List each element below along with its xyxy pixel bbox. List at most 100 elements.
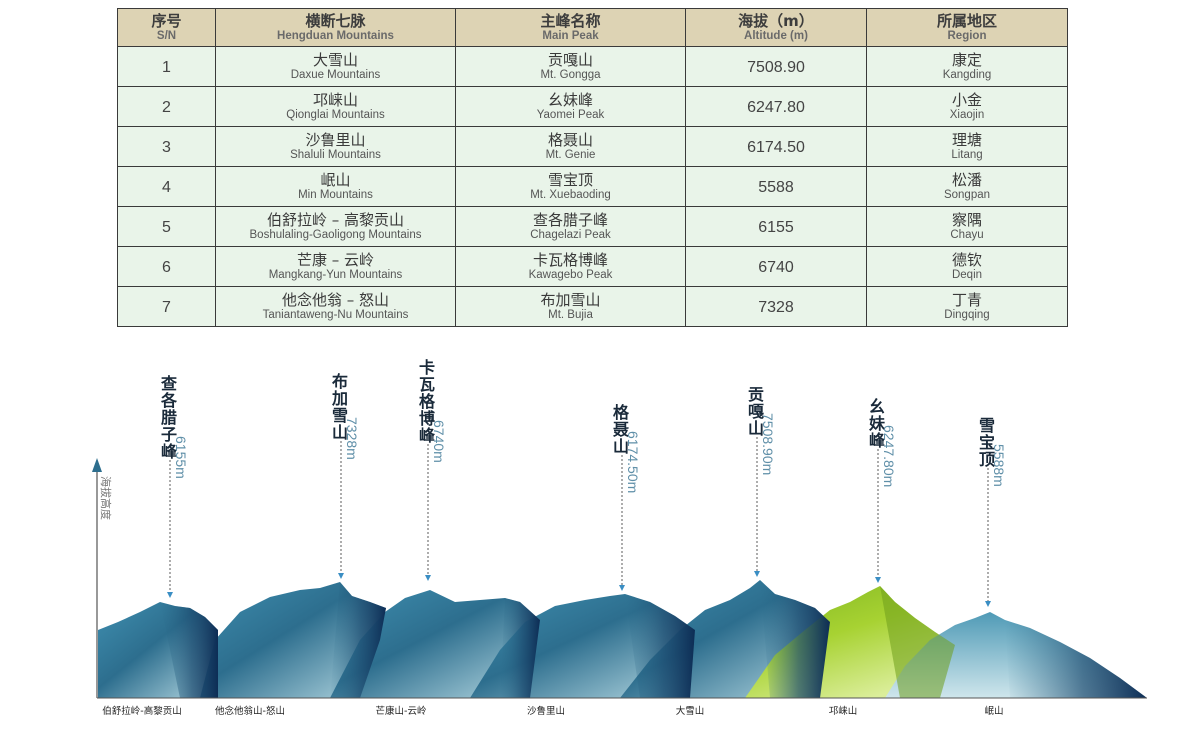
- peak-name-char: 腊: [161, 408, 177, 427]
- peak-altitude-label: 7328m: [344, 417, 360, 460]
- range-label: 芒康山-云岭: [376, 705, 427, 717]
- peak-pointer-arrow: [754, 571, 760, 577]
- peak-name-char: 峰: [419, 426, 436, 445]
- cell-altitude: 6740: [685, 246, 867, 287]
- highlight-peak-shading: [880, 586, 955, 698]
- peak-name-char: 卡: [419, 358, 435, 377]
- cell-region: 德钦 Deqin: [866, 246, 1068, 287]
- cell-altitude: 7508.90: [685, 46, 867, 87]
- mountains-table: 序号 S/N 横断七脉 Hengduan Mountains 主峰名称 Main Pe…: [117, 8, 1068, 327]
- mountain-shading: [500, 598, 540, 698]
- cell-peak: 格聂山 Mt. Genie: [455, 126, 686, 167]
- peak-name-char: 幺: [869, 397, 885, 416]
- cell-sn: 4: [117, 166, 216, 207]
- table-row: 5 伯舒拉岭 – 高黎贡山 Boshulaling-Gaoligong Mount…: [117, 206, 1068, 247]
- peak-pointer-arrow: [985, 601, 991, 607]
- mountain-shading: [760, 580, 830, 698]
- peak-name-char: 布: [332, 372, 348, 391]
- mountain-shading: [625, 594, 695, 698]
- range-label: 大雪山: [676, 705, 705, 717]
- peak-name-char: 妹: [868, 414, 886, 433]
- peak-name-char: 山: [748, 419, 764, 438]
- cell-range: 邛崃山 Qionglai Mountains: [215, 86, 456, 127]
- cell-peak: 查各腊子峰 Chagelazi Peak: [455, 206, 686, 247]
- cell-peak: 布加雪山 Mt. Bujia: [455, 286, 686, 327]
- peak-name-char: 雪: [332, 406, 348, 425]
- range-label: 岷山: [984, 706, 1003, 717]
- cell-region: 理塘 Litang: [866, 126, 1068, 167]
- peak-altitude-label: 6247.80m: [881, 425, 897, 487]
- peak-altitude-label: 7508.90m: [760, 413, 776, 475]
- cell-region: 松潘 Songpan: [866, 166, 1068, 207]
- cell-sn: 3: [117, 126, 216, 167]
- cell-region: 察隅 Chayu: [866, 206, 1068, 247]
- peak-altitude-label: 6174.50m: [625, 431, 641, 493]
- mountain-profile-chart: 查各腊子峰6155m布加雪山7328m卡瓦格博峰6740m格聂山6174.50m…: [92, 358, 1147, 717]
- cell-range: 他念他翁 – 怒山 Taniantaweng-Nu Mountains: [215, 286, 456, 327]
- cell-range: 沙鲁里山 Shaluli Mountains: [215, 126, 456, 167]
- peak-name-char: 格: [613, 403, 630, 422]
- peak-pointer-arrow: [167, 592, 173, 598]
- peak-name-char: 聂: [612, 420, 630, 439]
- header-sn: 序号 S/N: [117, 8, 216, 47]
- cell-altitude: 6174.50: [685, 126, 867, 167]
- peak-name-char: 格: [419, 392, 436, 411]
- peak-name-char: 子: [161, 425, 177, 444]
- cell-altitude: 7328: [685, 286, 867, 327]
- cell-range: 芒康 – 云岭 Mangkang-Yun Mountains: [215, 246, 456, 287]
- header-region: 所属地区 Region: [866, 8, 1068, 47]
- header-altitude: 海拔（m） Altitude (m): [685, 8, 867, 47]
- peak-name-char: 各: [160, 391, 178, 410]
- cell-sn: 1: [117, 46, 216, 87]
- cell-peak: 雪宝顶 Mt. Xuebaoding: [455, 166, 686, 207]
- peak-name-char: 加: [331, 389, 348, 408]
- header-peak: 主峰名称 Main Peak: [455, 8, 686, 47]
- table-row: 7 他念他翁 – 怒山 Taniantaweng-Nu Mountains 布加雪…: [117, 286, 1068, 327]
- mountain-shading: [160, 602, 218, 698]
- mountain-silhouettes: [97, 580, 1147, 699]
- cell-range: 伯舒拉岭 – 高黎贡山 Boshulaling-Gaoligong Mountai…: [215, 206, 456, 247]
- table-row: 6 芒康 – 云岭 Mangkang-Yun Mountains 卡瓦格博峰 Kaw…: [117, 246, 1068, 287]
- y-axis: 海拔高度: [92, 458, 113, 698]
- peak-pointer-arrow: [338, 573, 344, 579]
- table-row: 1 大雪山 Daxue Mountains 贡嘎山 Mt. Gongga 7508.…: [117, 46, 1068, 87]
- cell-sn: 6: [117, 246, 216, 287]
- range-label: 伯舒拉岭-高黎贡山: [102, 705, 181, 717]
- peak-altitude-label: 6155m: [173, 436, 189, 479]
- peak-name-char: 山: [613, 437, 629, 456]
- peak-altitude-label: 5588m: [991, 444, 1007, 487]
- peak-name-char: 雪: [979, 416, 995, 435]
- peak-name-char: 嘎: [748, 402, 764, 421]
- table-header-row: 序号 S/N 横断七脉 Hengduan Mountains 主峰名称 Main Pe…: [117, 8, 1068, 47]
- range-label: 邛崃山: [829, 705, 858, 717]
- y-axis-label: 海拔高度: [99, 476, 113, 520]
- cell-sn: 2: [117, 86, 216, 127]
- peak-name-char: 贡: [748, 385, 764, 404]
- peak-name-char: 宝: [979, 433, 995, 452]
- y-axis-arrow: [92, 458, 102, 472]
- peak-pointer-arrow: [425, 575, 431, 581]
- peak-name-char: 峰: [161, 442, 178, 461]
- peak-name-char: 山: [332, 423, 348, 442]
- peak-name-char: 峰: [869, 431, 886, 450]
- cell-region: 丁青 Dingqing: [866, 286, 1068, 327]
- cell-peak: 卡瓦格博峰 Kawagebo Peak: [455, 246, 686, 287]
- cell-altitude: 5588: [685, 166, 867, 207]
- cell-range: 岷山 Min Mountains: [215, 166, 456, 207]
- table-row: 3 沙鲁里山 Shaluli Mountains 格聂山 Mt. Genie 617…: [117, 126, 1068, 167]
- cell-range: 大雪山 Daxue Mountains: [215, 46, 456, 87]
- cell-peak: 贡嘎山 Mt. Gongga: [455, 46, 686, 87]
- range-labels: 伯舒拉岭-高黎贡山 他念他翁山-怒山 芒康山-云岭 沙鲁里山 大雪山 邛崃山 岷山: [102, 705, 1003, 717]
- peak-pointer-arrow: [619, 585, 625, 591]
- cell-altitude: 6247.80: [685, 86, 867, 127]
- peak-altitude-label: 6740m: [431, 420, 447, 463]
- table-row: 4 岷山 Min Mountains 雪宝顶 Mt. Xuebaoding 5588…: [117, 166, 1068, 207]
- range-label: 他念他翁山-怒山: [215, 705, 285, 717]
- cell-region: 小金 Xiaojin: [866, 86, 1068, 127]
- cell-sn: 7: [117, 286, 216, 327]
- peak-annotations: 查各腊子峰6155m布加雪山7328m卡瓦格博峰6740m格聂山6174.50m…: [160, 358, 1007, 607]
- range-label: 沙鲁里山: [527, 705, 565, 717]
- cell-altitude: 6155: [685, 206, 867, 247]
- peak-pointer-arrow: [875, 577, 881, 583]
- header-range: 横断七脉 Hengduan Mountains: [215, 8, 456, 47]
